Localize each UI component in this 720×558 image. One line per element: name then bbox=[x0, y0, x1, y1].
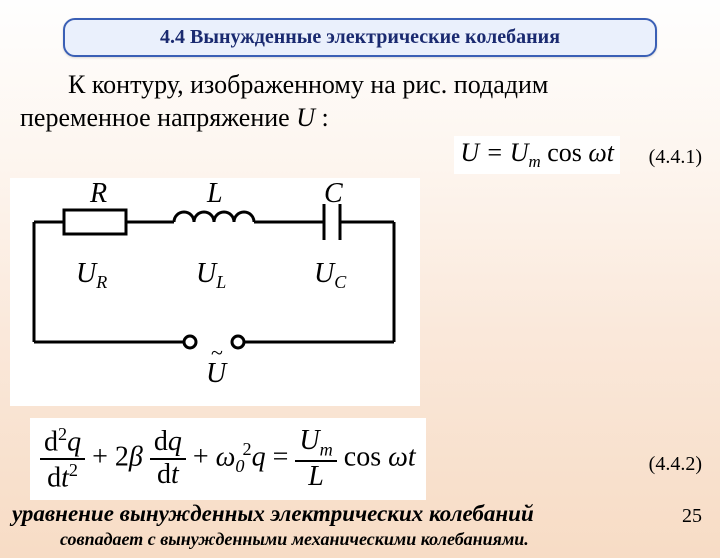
title-text: 4.4 Вынужденные электрические колебания bbox=[160, 26, 560, 48]
sup2a: 2 bbox=[58, 424, 67, 444]
f1-eq: = bbox=[479, 138, 510, 167]
d4: d bbox=[157, 459, 171, 490]
frac-d2q: d2q dt2 bbox=[40, 424, 85, 494]
sup2b: 2 bbox=[69, 460, 78, 480]
w2: ω bbox=[388, 442, 408, 473]
label-UR: UR bbox=[76, 258, 107, 292]
f1-m: m bbox=[529, 152, 541, 171]
sub0: 0 bbox=[235, 456, 244, 476]
frac-um-l: Um L bbox=[295, 426, 336, 492]
f1-um: U bbox=[510, 138, 529, 167]
label-R: R bbox=[89, 182, 107, 209]
plus2: + bbox=[193, 442, 216, 473]
q2: q bbox=[168, 426, 182, 457]
formula-1: U = Um cos ωt bbox=[454, 136, 620, 174]
d1: d bbox=[44, 426, 58, 457]
Um: U bbox=[299, 425, 319, 456]
f1-t: t bbox=[607, 138, 614, 167]
f1-lhs: U bbox=[460, 138, 479, 167]
f1-cos: cos bbox=[541, 138, 589, 167]
circuit-svg: R L C UR UL UC ~ U bbox=[14, 182, 414, 397]
t3: t bbox=[408, 442, 416, 473]
section-title: 4.4 Вынужденные электрические колебания bbox=[63, 18, 657, 57]
beta1: β bbox=[129, 442, 143, 473]
eq-number-2: (4.4.2) bbox=[649, 453, 702, 476]
eq-number-1: (4.4.1) bbox=[649, 146, 702, 169]
para-line2c: : bbox=[315, 103, 329, 132]
bottom-text-1: уравнение вынужденных электрических коле… bbox=[12, 501, 534, 527]
msub: m bbox=[320, 440, 333, 460]
main-equation: d2q dt2 + 2β dq dt + ω02q = Um L cos ωt bbox=[30, 418, 426, 500]
two1: 2 bbox=[115, 442, 129, 473]
intro-paragraph: К контуру, изображенному на рис. подадим… bbox=[0, 69, 720, 134]
t1: t bbox=[61, 462, 69, 493]
para-line2a: переменное напряжение bbox=[20, 103, 296, 132]
f1-w: ω bbox=[588, 138, 606, 167]
t2: t bbox=[171, 459, 179, 490]
sup2c: 2 bbox=[243, 439, 252, 459]
plus1: + bbox=[92, 442, 115, 473]
label-UC: UC bbox=[314, 258, 347, 292]
page-number: 25 bbox=[682, 505, 702, 528]
q1: q bbox=[67, 426, 81, 457]
w0: ω bbox=[216, 442, 236, 473]
d2: d bbox=[47, 462, 61, 493]
para-line1: К контуру, изображенному на рис. подадим bbox=[68, 70, 548, 99]
label-UL: UL bbox=[196, 258, 226, 292]
d3: d bbox=[154, 426, 168, 457]
label-C: C bbox=[324, 182, 343, 209]
para-U: U bbox=[296, 103, 315, 132]
Lden: L bbox=[308, 461, 324, 492]
cos2: cos bbox=[337, 442, 388, 473]
equals: = bbox=[273, 442, 296, 473]
label-L: L bbox=[206, 182, 223, 209]
q3: q bbox=[252, 442, 266, 473]
circuit-diagram: R L C UR UL UC ~ U bbox=[10, 178, 420, 406]
frac-dq: dq dt bbox=[150, 427, 186, 491]
label-Utilde: U bbox=[206, 358, 228, 389]
